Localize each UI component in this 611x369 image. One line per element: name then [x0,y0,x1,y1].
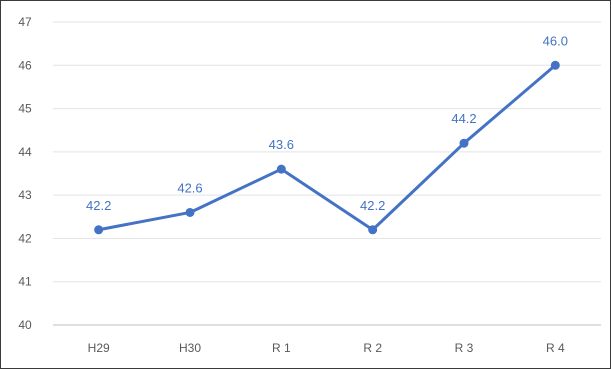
data-point [459,138,469,148]
y-tick-label: 45 [18,102,32,116]
y-tick-label: 47 [18,15,32,29]
x-axis-tick-labels: H29 H30 R 1 R 2 R 3 R 4 [88,341,565,355]
data-label: 42.6 [177,180,202,195]
y-tick-label: 43 [18,188,32,202]
data-labels: 42.2 42.6 43.6 42.2 44.2 46.0 [86,33,568,212]
data-points [94,60,560,235]
x-tick-label: H30 [179,341,201,355]
gridlines [53,21,601,326]
y-axis-tick-labels: 40 41 42 43 44 45 46 47 [18,15,32,332]
x-tick-label: R 2 [363,341,382,355]
series-line [97,63,557,232]
data-point [368,225,378,235]
x-tick-label: R 3 [455,341,474,355]
data-point [94,225,104,235]
y-tick-label: 46 [18,58,32,72]
series-line-group [97,63,557,232]
x-tick-label: R 4 [546,341,565,355]
x-tick-label: R 1 [272,341,291,355]
data-label: 42.2 [86,198,111,213]
data-label: 46.0 [543,33,568,48]
data-label: 43.6 [269,137,294,152]
data-point [276,164,286,174]
y-tick-label: 42 [18,231,32,245]
y-tick-label: 40 [18,318,32,332]
data-point [185,207,195,217]
x-tick-label: H29 [88,341,110,355]
data-label: 42.2 [360,198,385,213]
y-tick-label: 41 [18,275,32,289]
y-tick-label: 44 [18,145,32,159]
data-point [550,60,560,70]
data-label: 44.2 [451,111,476,126]
